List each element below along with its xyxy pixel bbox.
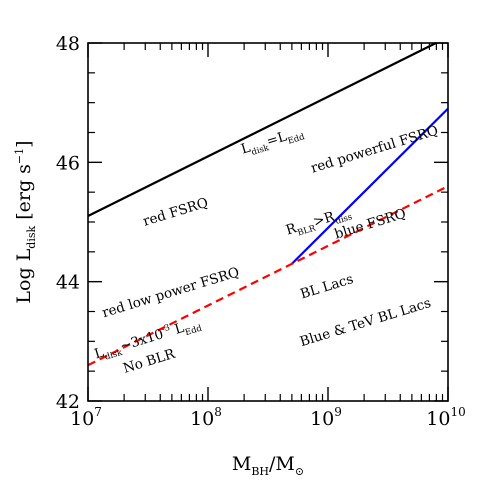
y-axis-title-sup: −1 xyxy=(13,148,26,164)
series-line-2 xyxy=(291,107,448,265)
y-tick-label: 46 xyxy=(56,152,80,174)
x-tick-label: 1010 xyxy=(426,405,465,430)
x-axis-title-sub1: BH xyxy=(251,465,269,478)
y-axis-title-end: ] xyxy=(13,140,35,147)
y-tick-label: 48 xyxy=(56,33,80,55)
series-layer xyxy=(88,43,448,367)
x-tick-label: 108 xyxy=(190,405,222,430)
x-tick-label: 109 xyxy=(310,405,342,430)
plot-frame xyxy=(87,42,449,402)
x-axis-title-main: M xyxy=(232,453,251,475)
x-axis-title: MBH/M⊙ xyxy=(232,453,304,478)
x-axis-title-sub2: ⊙ xyxy=(295,465,304,478)
y-axis-title-sub: disk xyxy=(25,225,38,248)
series-line-3 xyxy=(88,185,448,367)
y-axis-title: Log Ldisk [erg s−1] xyxy=(13,140,38,303)
y-tick-label: 44 xyxy=(56,272,80,294)
ticks-layer: 42 44 46 48 107 108 109 1010 xyxy=(56,33,466,430)
y-tick-label: 42 xyxy=(56,391,80,413)
x-axis-title-sep: /M xyxy=(269,453,295,475)
y-axis-title-main: Log L xyxy=(13,248,35,303)
y-axis-title-rest: [erg s xyxy=(13,164,35,226)
x-tick-label: 107 xyxy=(70,405,102,430)
series-line-1 xyxy=(88,43,439,218)
